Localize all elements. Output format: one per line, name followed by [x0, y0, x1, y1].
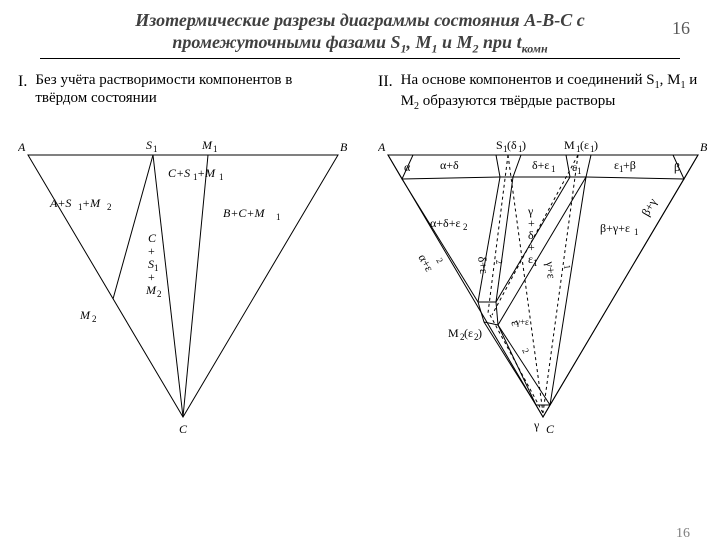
svg-text:M: M	[145, 283, 157, 297]
svg-text:B: B	[700, 140, 708, 154]
svg-text:2: 2	[92, 314, 97, 324]
svg-text:M: M	[564, 138, 575, 152]
svg-text:1: 1	[276, 212, 281, 222]
svg-text:1: 1	[551, 164, 556, 174]
right-header: II. На основе компонентов и соединений S…	[378, 71, 702, 131]
svg-text:A+S: A+S	[49, 196, 71, 210]
svg-text:+: +	[148, 270, 155, 284]
right-svg: A B C S1(δ1) M1(ε1) M2(ε2) α β α+δ δ+ε1 …	[378, 137, 713, 437]
svg-text:γ+ε: γ+ε	[515, 317, 529, 327]
diagram-columns: I. Без учёта растворимости компонентов в…	[0, 71, 720, 437]
svg-text:β+γ+ε: β+γ+ε	[600, 221, 630, 235]
svg-text:C: C	[148, 231, 157, 245]
svg-text:S: S	[146, 138, 152, 152]
svg-text:1: 1	[533, 258, 538, 268]
svg-text:A: A	[18, 140, 26, 154]
svg-text:α+δ+ε: α+δ+ε	[430, 216, 461, 230]
right-diagram: A B C S1(δ1) M1(ε1) M2(ε2) α β α+δ δ+ε1 …	[378, 137, 702, 437]
svg-text:γ: γ	[533, 418, 540, 432]
svg-text:δ+ε: δ+ε	[475, 255, 491, 274]
svg-text:C: C	[179, 422, 188, 436]
svg-text:+: +	[148, 244, 155, 258]
title-underline	[40, 58, 680, 59]
svg-text:1: 1	[219, 172, 224, 182]
svg-text:2: 2	[494, 258, 505, 264]
page-title: Изотермические разрезы диаграммы состоян…	[60, 10, 660, 56]
svg-text:+β: +β	[623, 158, 636, 172]
svg-text:+M: +M	[82, 196, 101, 210]
svg-text:1: 1	[634, 227, 639, 237]
svg-text:α+ε: α+ε	[415, 251, 436, 274]
svg-text:C+S: C+S	[168, 166, 190, 180]
svg-text:1: 1	[577, 166, 582, 176]
svg-text:): )	[478, 326, 482, 340]
svg-text:M: M	[201, 138, 213, 152]
left-diagram: A B C S1 M1 M2 A+S1+M2 C+S1+M1 B+C+M1 C …	[18, 137, 342, 437]
left-header: I. Без учёта растворимости компонентов в…	[18, 71, 342, 131]
left-column: I. Без учёта растворимости компонентов в…	[0, 71, 360, 437]
svg-text:A: A	[378, 140, 386, 154]
right-desc: На основе компонентов и соединений S1, M…	[401, 71, 702, 131]
svg-text:2: 2	[157, 289, 162, 299]
svg-text:β+γ: β+γ	[638, 195, 660, 218]
left-roman: I.	[18, 73, 27, 131]
svg-text:): )	[594, 138, 598, 152]
svg-text:1: 1	[213, 144, 218, 154]
svg-text:(ε: (ε	[580, 138, 589, 152]
svg-text:B+C+M: B+C+M	[223, 206, 266, 220]
page-number-top: 16	[672, 18, 690, 39]
right-column: II. На основе компонентов и соединений S…	[360, 71, 720, 437]
svg-text:+M: +M	[197, 166, 216, 180]
svg-text:): )	[522, 138, 526, 152]
svg-text:2: 2	[520, 346, 531, 354]
svg-text:α+δ: α+δ	[440, 158, 459, 172]
svg-text:B: B	[340, 140, 348, 154]
right-roman: II.	[378, 73, 393, 131]
svg-text:δ+ε: δ+ε	[532, 158, 549, 172]
svg-text:C: C	[546, 422, 555, 436]
svg-text:M: M	[448, 326, 459, 340]
svg-text:α: α	[404, 160, 411, 174]
svg-text:2: 2	[434, 256, 445, 265]
svg-text:2: 2	[107, 202, 112, 212]
left-desc: Без учёта растворимости компонентов в тв…	[35, 71, 342, 131]
svg-text:M: M	[79, 308, 91, 322]
svg-text:(δ: (δ	[507, 138, 517, 152]
svg-text:(ε: (ε	[464, 326, 473, 340]
svg-text:2: 2	[463, 222, 468, 232]
svg-text:γ+ε: γ+ε	[543, 259, 559, 278]
left-svg: A B C S1 M1 M2 A+S1+M2 C+S1+M1 B+C+M1 C …	[18, 137, 353, 437]
svg-text:1: 1	[153, 144, 158, 154]
svg-text:1: 1	[562, 264, 572, 270]
svg-text:β: β	[674, 160, 680, 174]
svg-text:S: S	[496, 138, 503, 152]
